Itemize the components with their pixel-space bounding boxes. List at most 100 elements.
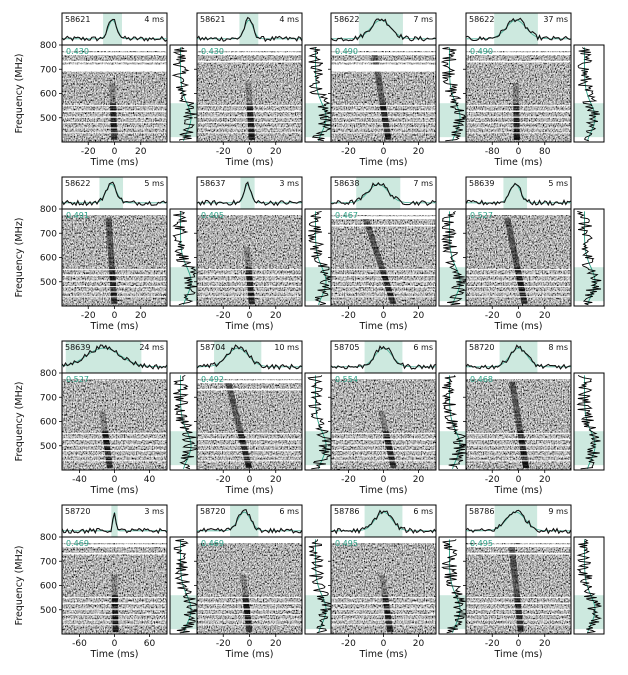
burst-sweep-segment xyxy=(106,223,113,226)
burst-sweep-segment xyxy=(110,291,117,294)
burst-sweep-segment xyxy=(229,399,236,402)
masked-channel-band xyxy=(466,110,571,112)
burst-window-highlight xyxy=(499,341,538,373)
burst-sweep-segment xyxy=(239,441,246,444)
burst-panel: 58705 6 ms 0.554 -20 0 20 Time (ms) xyxy=(328,340,470,496)
burst-sweep-segment xyxy=(364,223,371,226)
burst-sweep-segment xyxy=(248,125,255,128)
burst-sweep-segment xyxy=(513,91,520,94)
profile-line xyxy=(330,509,437,535)
x-tick-label: 20 xyxy=(413,311,425,321)
masked-channel-band xyxy=(331,455,436,457)
burst-width-label: 6 ms xyxy=(413,343,433,352)
burst-sweep-segment xyxy=(519,293,526,296)
pulse-profile: 58786 6 ms xyxy=(330,504,437,538)
burst-sweep-segment xyxy=(110,127,117,130)
burst-sweep-segment xyxy=(385,619,392,622)
burst-sweep-segment xyxy=(372,58,379,61)
burst-sweep-segment xyxy=(104,451,111,454)
burst-sweep-segment xyxy=(510,248,517,251)
y-axis-label: Frequency (MHz) xyxy=(14,218,25,298)
spectrum-noise xyxy=(331,537,436,634)
burst-sweep-segment xyxy=(512,579,519,582)
burst-sweep-segment xyxy=(376,81,383,84)
burst-sweep-segment xyxy=(520,299,527,302)
burst-sweep-segment xyxy=(510,564,517,567)
burst-sweep-segment xyxy=(382,123,389,126)
pulse-profile: 58637 3 ms xyxy=(196,176,303,210)
side-spectrum xyxy=(304,208,336,307)
burst-sweep-segment xyxy=(234,421,241,424)
masked-channel-band xyxy=(62,624,167,626)
masked-channel-band xyxy=(62,122,167,124)
x-axis-label: Time (ms) xyxy=(359,649,408,660)
burst-sweep-segment xyxy=(226,386,233,389)
burst-sweep-segment xyxy=(107,239,114,242)
side-frame xyxy=(573,44,605,143)
mjd-label: 58720 xyxy=(200,507,225,516)
burst-sweep-segment xyxy=(244,609,251,612)
spectrum-line xyxy=(308,210,332,306)
x-tick-label: 0 xyxy=(381,147,387,157)
burst-sweep-segment xyxy=(385,287,392,290)
spectrum-noise xyxy=(62,373,167,470)
mjd-label: 58639 xyxy=(469,179,494,188)
burst-sweep-segment xyxy=(111,580,118,583)
masked-channel-band xyxy=(197,105,302,107)
y-axis-label: Frequency (MHz) xyxy=(14,546,25,626)
burst-sweep-segment xyxy=(513,107,520,110)
burst-sweep-segment xyxy=(109,277,116,280)
burst-sweep-segment xyxy=(509,381,516,384)
burst-sweep-segment xyxy=(248,138,255,141)
masked-channel-band xyxy=(197,619,302,621)
burst-sweep-segment xyxy=(241,582,248,585)
burst-sweep-segment xyxy=(381,114,388,117)
burst-sweep-segment xyxy=(248,133,255,136)
burst-sweep-segment xyxy=(517,622,524,625)
burst-width-label: 6 ms xyxy=(279,507,299,516)
burst-sweep-segment xyxy=(513,135,520,138)
burst-sweep-segment xyxy=(510,391,517,394)
burst-sweep-segment xyxy=(378,410,385,413)
burst-sweep-segment xyxy=(99,415,106,418)
burst-sweep-segment xyxy=(512,582,519,585)
masked-channel-band xyxy=(331,433,436,435)
masked-channel-band xyxy=(331,122,436,124)
y-tick-label: 600 xyxy=(40,90,57,100)
burst-sweep-segment xyxy=(244,458,251,461)
burst-sweep-segment xyxy=(522,461,529,464)
burst-window-highlight xyxy=(239,13,259,45)
burst-sweep-segment xyxy=(226,384,233,387)
burst-sweep-segment xyxy=(381,275,388,278)
burst-panel: 58720 3 ms 0.469 -60 0 60 Time (ms) 500 600 700 80… xyxy=(40,504,201,660)
x-tick-label: 0 xyxy=(112,639,118,649)
burst-sweep-segment xyxy=(516,425,523,428)
x-axis-label: Time (ms) xyxy=(359,485,408,496)
x-tick-label: 20 xyxy=(413,475,425,485)
burst-sweep-segment xyxy=(511,393,518,396)
burst-sweep-segment xyxy=(109,95,116,98)
burst-sweep-segment xyxy=(511,251,518,254)
burst-sweep-segment xyxy=(106,229,113,232)
masked-channel-band xyxy=(62,544,167,548)
profile-model-line xyxy=(331,347,436,368)
burst-sweep-segment xyxy=(382,429,389,432)
burst-sweep-segment xyxy=(247,113,254,116)
masked-top-band xyxy=(62,45,167,52)
burst-sweep-segment xyxy=(111,138,118,141)
burst-sweep-segment xyxy=(521,300,528,303)
burst-sweep-segment xyxy=(101,429,108,432)
spectrum-line xyxy=(576,538,603,634)
burst-sweep-segment xyxy=(515,612,522,615)
burst-sweep-segment xyxy=(380,109,387,112)
burst-sweep-segment xyxy=(248,136,255,139)
burst-sweep-segment xyxy=(510,561,517,564)
burst-sweep-segment xyxy=(112,612,119,615)
burst-sweep-segment xyxy=(245,93,252,96)
y-tick-label: 500 xyxy=(40,114,57,124)
burst-sweep-segment xyxy=(515,611,522,614)
burst-sweep-segment xyxy=(385,442,392,445)
burst-sweep-segment xyxy=(515,419,522,422)
